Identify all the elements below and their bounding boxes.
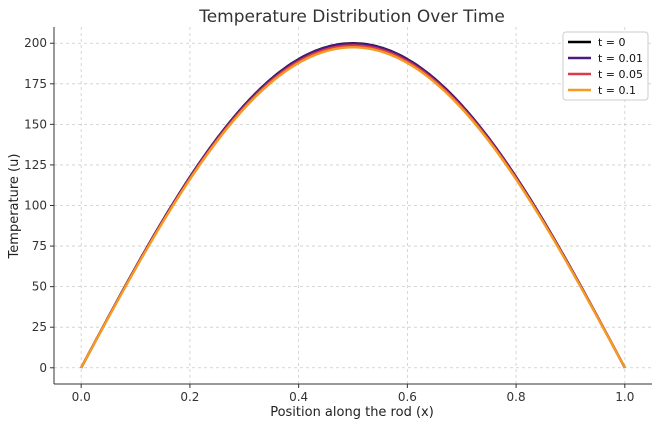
series-lines xyxy=(80,42,626,369)
x-tick-label: 1.0 xyxy=(615,390,634,404)
x-tick-label: 0.8 xyxy=(507,390,526,404)
x-tick-label: 0.6 xyxy=(398,390,417,404)
legend-label-2: t = 0.05 xyxy=(598,68,643,81)
legend-label-0: t = 0 xyxy=(598,36,626,49)
x-tick-label: 0.0 xyxy=(72,390,91,404)
chart-title: Temperature Distribution Over Time xyxy=(198,7,505,27)
axes: 0.0 0.2 0.4 0.6 0.8 1.0 0 25 50 75 100 125 150 175 200 xyxy=(24,27,652,404)
y-tick-label: 200 xyxy=(24,36,47,50)
y-tick-label: 100 xyxy=(24,199,47,213)
series-line-2 xyxy=(80,44,626,369)
x-tick-label: 0.2 xyxy=(180,390,199,404)
y-tick-label: 50 xyxy=(32,280,47,294)
y-tick-label: 125 xyxy=(24,158,47,172)
x-axis-label: Position along the rod (x) xyxy=(270,405,434,420)
y-tick-label: 0 xyxy=(39,361,47,375)
legend-box xyxy=(562,31,649,101)
y-axis-label: Temperature (u) xyxy=(7,154,22,260)
y-tick-label: 175 xyxy=(24,77,47,91)
y-tick-label: 25 xyxy=(32,320,47,334)
series-line-3 xyxy=(80,46,626,369)
legend-label-1: t = 0.01 xyxy=(598,52,643,65)
y-tick-label: 150 xyxy=(24,117,47,131)
x-tick-label: 0.4 xyxy=(289,390,308,404)
legend-label-3: t = 0.1 xyxy=(598,84,636,97)
grid xyxy=(54,27,652,384)
y-tick-label: 75 xyxy=(32,239,47,253)
legend: t = 0 t = 0.01 t = 0.05 t = 0.1 xyxy=(562,31,649,101)
